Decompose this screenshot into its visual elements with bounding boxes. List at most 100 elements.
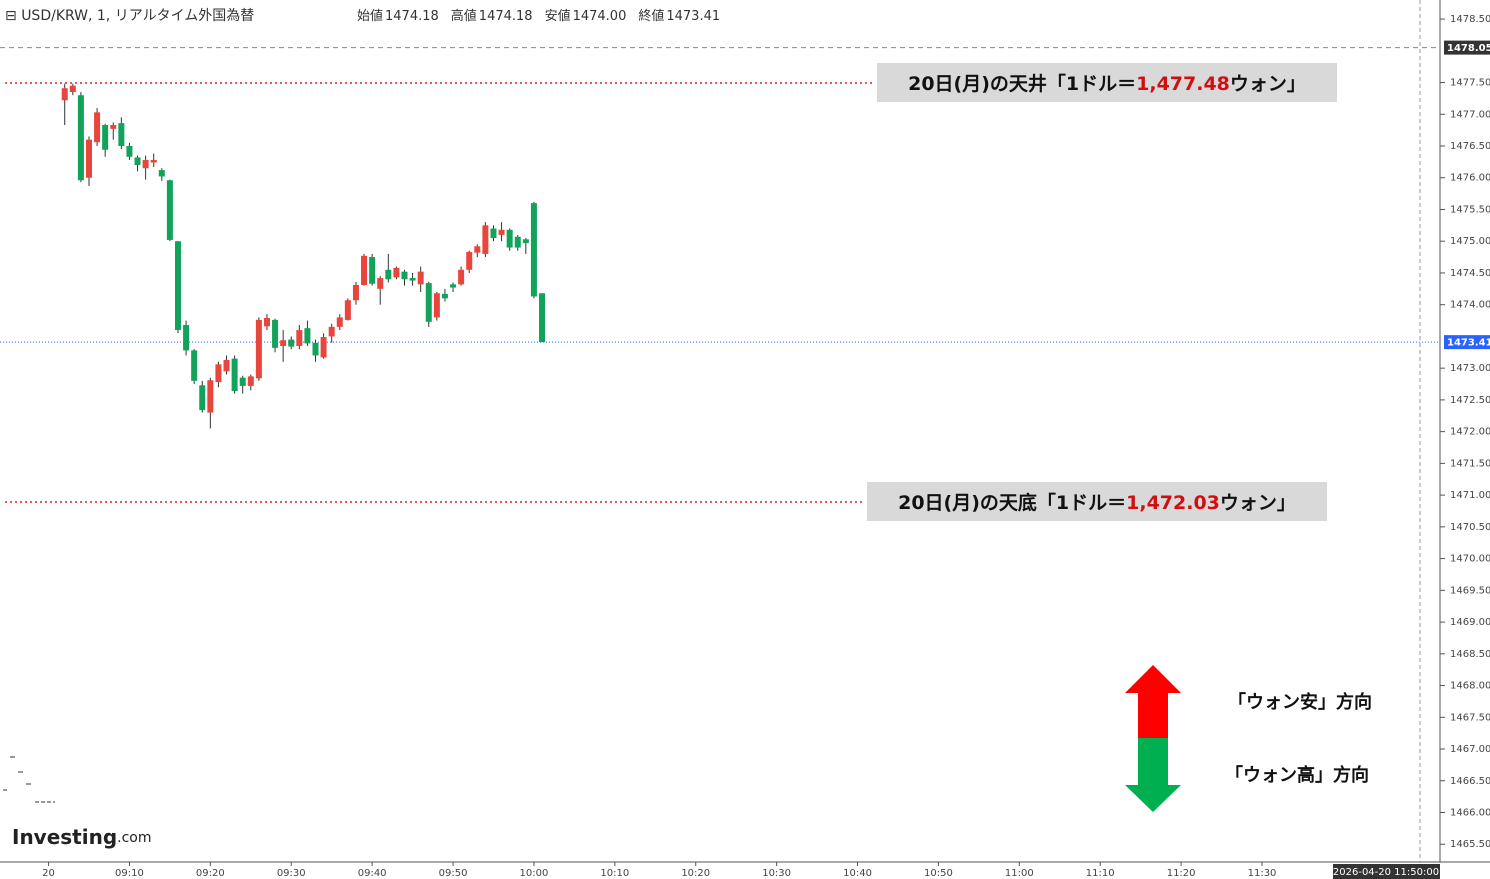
candle-body xyxy=(166,180,173,240)
candle-body xyxy=(174,241,181,331)
annotation-part: 20日(月)の天井「1ドル＝ xyxy=(908,72,1136,95)
candle-body xyxy=(466,251,473,270)
price-label: 1478.05 xyxy=(1447,43,1490,54)
x-tick-label: 10:50 xyxy=(924,868,953,879)
annotation-text: 20日(月)の天底「1ドル＝1,472.03ウォン」 xyxy=(898,491,1296,514)
x-tick-label: 11:20 xyxy=(1167,868,1196,879)
candle-body xyxy=(539,293,546,343)
candle-body xyxy=(280,340,287,346)
y-tick-label: 1470.50 xyxy=(1450,522,1490,533)
x-tick-label: 11:10 xyxy=(1086,868,1115,879)
candle-body xyxy=(336,317,343,327)
plot-layer xyxy=(0,47,1440,343)
candle-body xyxy=(312,342,319,356)
x-tick-label: 20 xyxy=(42,868,55,879)
candle-body xyxy=(158,170,165,177)
decor-dashes xyxy=(3,756,55,803)
candle-body xyxy=(304,328,311,344)
candle-body xyxy=(369,257,376,284)
annotation-box xyxy=(877,63,1337,102)
y-tick-label: 1466.50 xyxy=(1450,776,1490,787)
x-tick-label: 10:00 xyxy=(520,868,549,879)
candle-body xyxy=(126,145,133,157)
candle-body xyxy=(263,318,270,327)
candle-body xyxy=(344,300,351,320)
y-tick-label: 1470.00 xyxy=(1450,554,1490,565)
x-tick-label: 10:20 xyxy=(681,868,710,879)
x-tick-label: 09:50 xyxy=(439,868,468,879)
stat-value: 1473.41 xyxy=(666,9,720,24)
logo: Investing.com xyxy=(12,825,152,849)
candle-body xyxy=(85,139,92,178)
y-tick-label: 1475.50 xyxy=(1450,204,1490,215)
candle-body xyxy=(361,255,368,286)
candle-body xyxy=(401,271,408,280)
chart-header: ⊟ USD/KRW, 1, リアルタイム外国為替 xyxy=(5,8,254,24)
x-tick-label: 10:30 xyxy=(762,868,791,879)
candle-body xyxy=(498,229,505,235)
y-tick-label: 1467.00 xyxy=(1450,744,1490,755)
y-tick-label: 1469.00 xyxy=(1450,617,1490,628)
candle-body xyxy=(296,330,303,346)
annotation-part: 20日(月)の天底「1ドル＝ xyxy=(898,491,1126,514)
candle-body xyxy=(77,95,84,181)
candle-body xyxy=(110,125,117,129)
y-tick-label: 1471.00 xyxy=(1450,490,1490,501)
y-tick-label: 1476.50 xyxy=(1450,141,1490,152)
logo-suffix: .com xyxy=(117,830,151,846)
candle-body xyxy=(352,285,359,301)
candle-body xyxy=(94,112,101,143)
y-tick-label: 1468.00 xyxy=(1450,681,1490,692)
annotation-text: 20日(月)の天井「1ドル＝1,477.48ウォン」 xyxy=(908,72,1306,95)
annotation-part: ウォン」 xyxy=(1230,73,1306,95)
candle-body xyxy=(69,85,76,93)
annotation-part: ウォン」 xyxy=(1220,492,1296,514)
candle-body xyxy=(417,271,424,285)
candle-body xyxy=(134,157,141,166)
x-tick-label: 11:00 xyxy=(1005,868,1034,879)
candle-body xyxy=(377,278,384,289)
candle-body xyxy=(506,229,513,248)
y-tick-label: 1474.50 xyxy=(1450,268,1490,279)
y-tick-label: 1465.50 xyxy=(1450,839,1490,850)
candle-body xyxy=(320,337,327,358)
up-arrow xyxy=(1125,665,1181,738)
stat-label: 始値 xyxy=(357,8,383,24)
down-arrow xyxy=(1125,738,1181,812)
y-tick-label: 1468.50 xyxy=(1450,649,1490,660)
y-tick-label: 1467.50 xyxy=(1450,712,1490,723)
x-tick-label: 10:40 xyxy=(843,868,872,879)
candle-body xyxy=(102,125,109,150)
y-tick-label: 1469.50 xyxy=(1450,585,1490,596)
candle-body xyxy=(450,284,457,288)
y-tick-label: 1478.50 xyxy=(1450,14,1490,25)
x-tick-label: 09:10 xyxy=(115,868,144,879)
candle-body xyxy=(142,159,149,169)
candle-body xyxy=(514,236,521,248)
crosshair-time: 2026-04-20 11:50:00 xyxy=(1333,867,1439,878)
candle-body xyxy=(118,123,125,146)
y-tick-label: 1472.00 xyxy=(1450,427,1490,438)
candle-body xyxy=(191,350,198,381)
candle-body xyxy=(255,319,262,379)
candle-body xyxy=(530,203,537,297)
chart-title: USD/KRW, 1, リアルタイム外国為替 xyxy=(21,8,254,24)
x-tick-label: 10:10 xyxy=(600,868,629,879)
candle-body xyxy=(239,377,246,386)
price-label-bg xyxy=(1444,335,1490,350)
stat-value: 1474.18 xyxy=(479,9,533,24)
candle-body xyxy=(522,239,529,244)
logo-name: Investing xyxy=(12,825,117,849)
y-tick-label: 1477.00 xyxy=(1450,109,1490,120)
x-tick-label: 09:40 xyxy=(358,868,387,879)
candle-body xyxy=(425,283,432,322)
stat-value: 1474.18 xyxy=(385,9,439,24)
annotation-highlight: 1,477.48 xyxy=(1136,73,1230,95)
candle-body xyxy=(474,246,481,253)
header-icon: ⊟ xyxy=(5,8,21,24)
candle-body xyxy=(231,358,238,392)
y-tick-label: 1477.50 xyxy=(1450,78,1490,89)
stat-label: 高値 xyxy=(451,8,477,24)
x-tick-label: 09:30 xyxy=(277,868,306,879)
